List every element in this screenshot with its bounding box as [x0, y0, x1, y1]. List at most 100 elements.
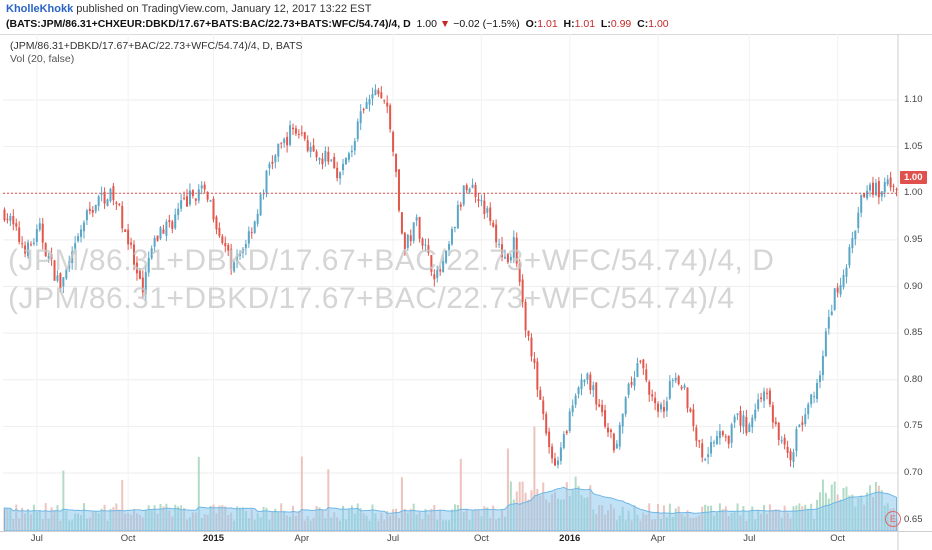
candle-body — [200, 185, 203, 189]
change-value: −0.02 (−1.5%) — [453, 18, 520, 30]
candle-body — [218, 227, 221, 237]
candle-body — [327, 151, 330, 162]
candle-body — [188, 190, 191, 205]
candle-body — [668, 381, 671, 399]
candle-body — [124, 229, 127, 233]
candle-body — [436, 269, 439, 278]
candle-body — [171, 221, 174, 229]
candle-body — [244, 243, 247, 249]
candle-body — [662, 407, 665, 412]
candle-body — [53, 260, 56, 281]
candle-body — [12, 216, 15, 225]
series-legend[interactable]: (JPM/86.31+DBKD/17.67+BAC/22.73+WFC/54.7… — [10, 40, 303, 52]
candle-body — [150, 248, 153, 259]
candle-body — [586, 373, 589, 380]
candle-body — [227, 245, 230, 251]
candle-body — [253, 221, 256, 233]
candle-body — [342, 163, 345, 171]
chart-grid — [3, 34, 898, 531]
volume-bar — [300, 456, 303, 531]
candle-body — [889, 177, 892, 188]
symbol-watermark-line1: (JPM/86.31+DBKD/17.67+BAC/22.73+WFC/54.7… — [8, 244, 775, 277]
candle-body — [247, 231, 250, 244]
candle-body — [115, 202, 118, 204]
candle-body — [492, 222, 495, 227]
candle-body — [727, 435, 730, 444]
candle-body — [830, 311, 833, 316]
volume-bar — [327, 469, 330, 531]
candle-body — [91, 210, 94, 213]
candle-body — [356, 121, 359, 140]
low-value: 0.99 — [610, 18, 632, 30]
candle-body — [495, 224, 498, 243]
candle-body — [309, 146, 312, 152]
candle-body — [618, 424, 621, 447]
candle-body — [813, 396, 816, 398]
candle-body — [400, 212, 403, 234]
candle-body — [724, 436, 727, 438]
candle-body — [336, 167, 339, 179]
candle-body — [483, 200, 486, 215]
candle-body — [103, 191, 106, 204]
candle-body — [100, 193, 103, 195]
open-value: 1.01 — [537, 18, 558, 30]
candle-body — [106, 199, 109, 206]
volume-bar — [197, 456, 200, 531]
candle-body — [871, 182, 874, 195]
candle-body — [300, 132, 303, 134]
candle-body — [465, 185, 468, 191]
y-tick-label: 0.80 — [904, 373, 923, 385]
candle-body — [386, 102, 389, 107]
candle-body — [162, 229, 165, 234]
earnings-event-icon[interactable]: E — [885, 511, 901, 527]
last-price: 1.00 — [416, 18, 437, 30]
x-tick-label: Apr — [294, 533, 310, 544]
candle-body — [692, 409, 695, 426]
candle-body — [197, 189, 200, 201]
candle-body — [612, 433, 615, 451]
candle-body — [330, 159, 333, 161]
price-chart[interactable] — [0, 34, 932, 550]
candle-body — [503, 256, 506, 259]
x-tick-label: Jul — [743, 533, 756, 544]
high-label: H: — [563, 18, 575, 30]
candle-body — [374, 89, 377, 95]
candle-body — [233, 262, 236, 272]
volume-legend[interactable]: Vol (20, false) — [10, 53, 75, 65]
candle-body — [574, 395, 577, 405]
volume-bar — [459, 458, 462, 531]
candle-body — [321, 158, 324, 165]
candle-body — [121, 206, 124, 229]
candle-body — [827, 317, 830, 329]
candle-body — [848, 247, 851, 266]
candle-body — [883, 181, 886, 193]
candle-body — [810, 394, 813, 405]
x-tick-label: Oct — [474, 533, 489, 544]
candle-body — [807, 404, 810, 415]
candle-body — [621, 413, 624, 427]
candle-body — [406, 234, 409, 248]
candle-body — [186, 196, 189, 207]
candle-body — [712, 442, 715, 444]
volume-bar — [821, 479, 824, 531]
candle-body — [874, 182, 877, 195]
candle-body — [680, 386, 683, 389]
symbol-name[interactable]: (BATS:JPM/86.31+CHXEUR:DBKD/17.67+BATS:B… — [6, 18, 398, 30]
candle-body — [665, 401, 668, 411]
candle-body — [730, 424, 733, 443]
down-triangle-icon: ▼ — [439, 18, 451, 30]
close-label: C: — [637, 18, 649, 30]
candle-body — [704, 459, 707, 461]
candle-body — [760, 397, 763, 400]
volume-bar — [533, 426, 536, 531]
candle-body — [695, 427, 698, 441]
candle-body — [47, 256, 50, 259]
author-link[interactable]: KholleKhokk — [6, 3, 74, 15]
candle-body — [368, 98, 371, 105]
candle-body — [774, 421, 777, 424]
candle-body — [509, 256, 512, 261]
candle-body — [32, 242, 35, 245]
candle-body — [833, 288, 836, 310]
x-tick-label: Oct — [830, 533, 846, 544]
candle-body — [430, 255, 433, 272]
